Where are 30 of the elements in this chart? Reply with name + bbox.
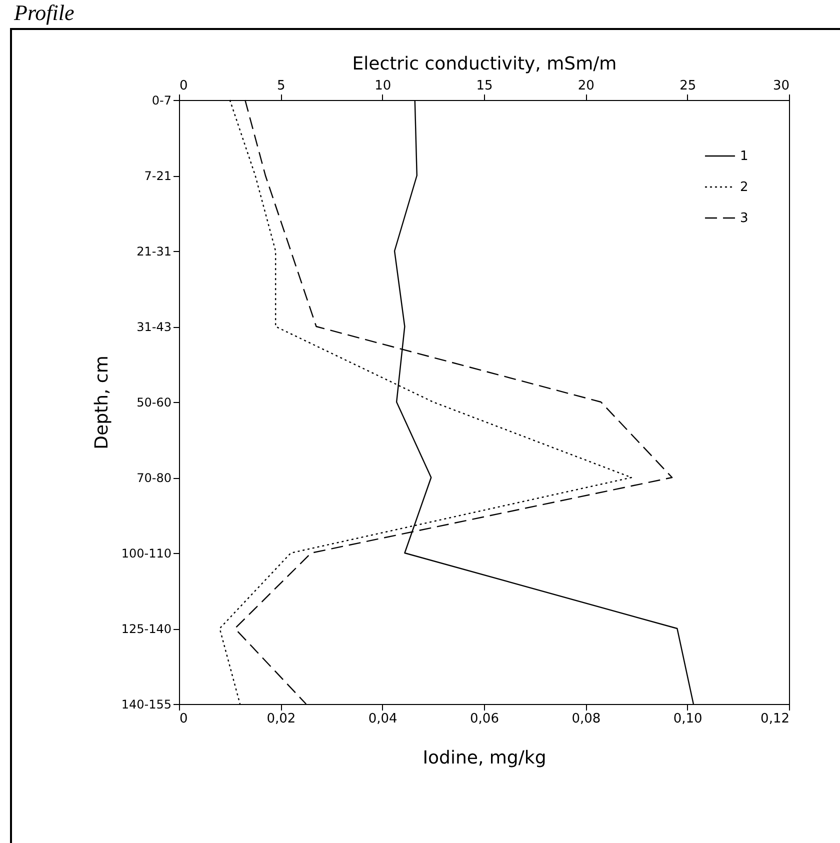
x2-tick-label: 30 <box>772 78 790 94</box>
x-axis-title: Iodine, mg/kg <box>422 748 546 768</box>
x-tick-label: 0,12 <box>760 712 790 726</box>
y-tick-label: 50-60 <box>136 396 172 410</box>
x2-tick-label: 0 <box>180 78 188 94</box>
x-tick-label: 0,02 <box>266 712 296 726</box>
x-tick-label: 0,10 <box>673 712 702 726</box>
legend-label: 2 <box>740 180 748 195</box>
x2-tick-label: 25 <box>680 78 696 94</box>
y-tick-label: 100-110 <box>121 546 172 560</box>
y-tick-label: 0-7 <box>152 94 172 108</box>
y-tick-label: 140-155 <box>121 698 172 712</box>
legend-label: 1 <box>740 149 748 164</box>
y-tick-label: 125-140 <box>121 622 172 636</box>
text: Profile <box>14 0 74 26</box>
x-tick-label: 0,04 <box>368 712 398 726</box>
y-tick-label: 70-80 <box>136 471 172 485</box>
y-tick-label: 21-31 <box>136 244 172 258</box>
x2-tick-label: 15 <box>476 78 493 94</box>
y-tick-label: 31-43 <box>136 320 172 334</box>
x2-tick-label: 10 <box>374 78 392 94</box>
x-tick-label: 0 <box>180 712 188 726</box>
y-axis-title: Depth, cm <box>91 356 112 450</box>
x2-tick-label: 20 <box>578 78 594 94</box>
y-tick-label: 7-21 <box>144 169 172 183</box>
x-tick-label: 0,08 <box>572 712 601 726</box>
x-tick-label: 0,06 <box>470 712 499 726</box>
legend-label: 3 <box>740 211 748 226</box>
x2-axis-title: Electric conductivity, mSm/m <box>352 54 617 74</box>
x2-tick-label: 5 <box>277 78 286 94</box>
